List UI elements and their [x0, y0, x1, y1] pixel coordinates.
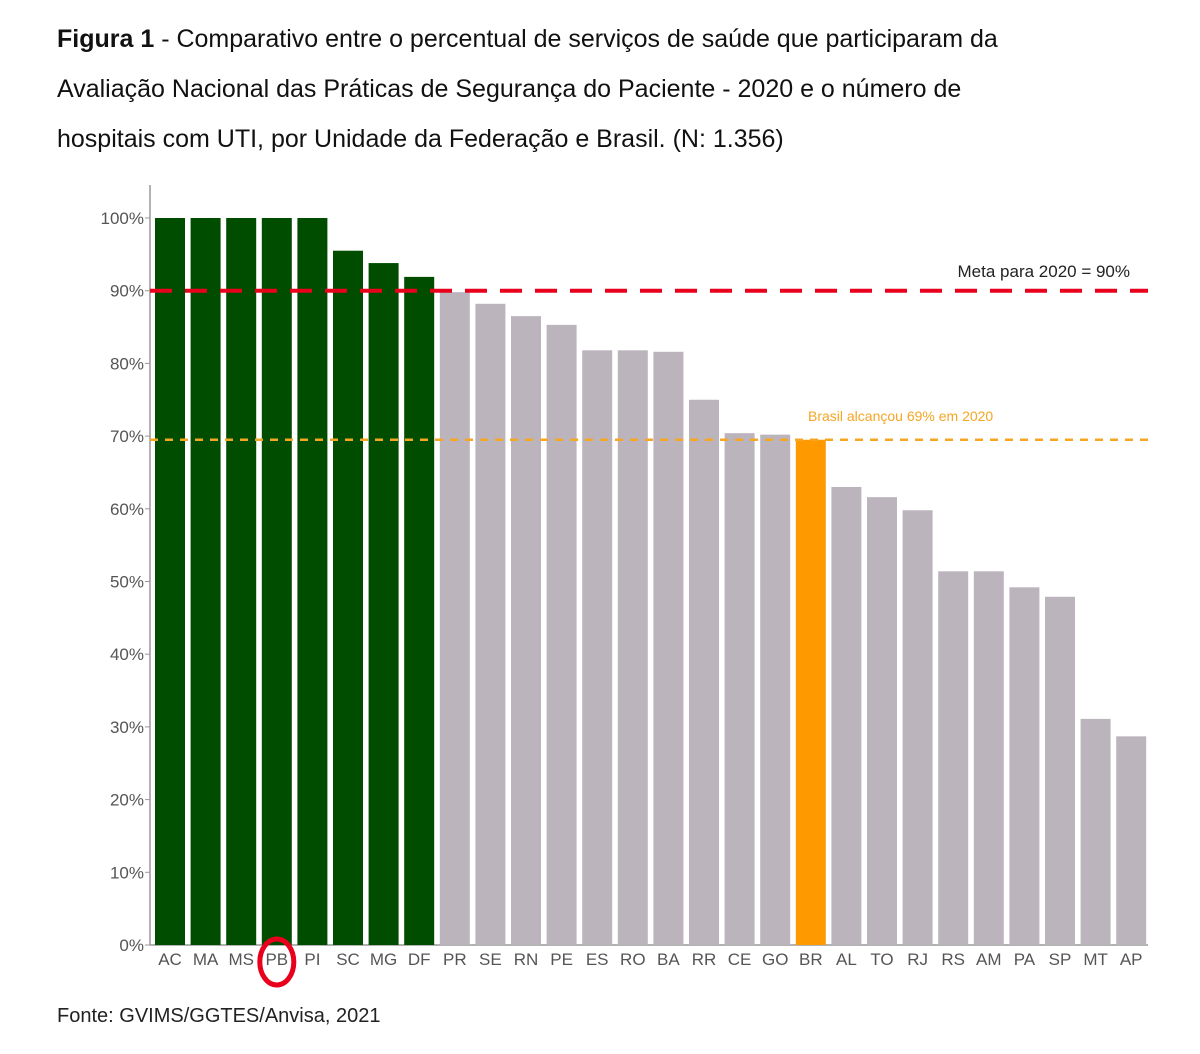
- x-tick-label: BR: [799, 950, 823, 969]
- x-tick-label: GO: [762, 950, 788, 969]
- x-tick-label: PE: [550, 950, 573, 969]
- x-tick-label: PB: [265, 950, 288, 969]
- bar-df: [404, 276, 435, 946]
- bar-pa: [1009, 587, 1040, 945]
- title-line-3: hospitais com UTI, por Unidade da Federa…: [57, 125, 784, 153]
- y-tick-label: 20%: [110, 791, 144, 810]
- bar-rj: [902, 510, 933, 945]
- x-tick-label: SE: [479, 950, 502, 969]
- x-tick-label: AP: [1120, 950, 1143, 969]
- x-tick-label: AC: [158, 950, 182, 969]
- y-tick-label: 70%: [110, 427, 144, 446]
- x-tick-label: AL: [836, 950, 857, 969]
- x-tick-label: MA: [193, 950, 219, 969]
- x-tick-label: CE: [728, 950, 752, 969]
- bar-chart: 0% 10% 20% 30% 40% 50% 60% 70% 80% 90% 100% AC MA MS P…: [101, 185, 1148, 988]
- bar-pe: [546, 324, 577, 945]
- x-tick-label: RJ: [907, 950, 928, 969]
- bar-go: [760, 434, 791, 945]
- bar-ba: [653, 351, 684, 945]
- bar-br: [795, 439, 826, 945]
- x-tick-label: SP: [1049, 950, 1072, 969]
- goal-annotation: Meta para 2020 = 90%: [958, 262, 1130, 281]
- title-line-1: - Comparativo entre o percentual de serv…: [154, 25, 998, 53]
- y-tick-label: 90%: [110, 282, 144, 301]
- x-tick-label: MG: [370, 950, 397, 969]
- y-tick-label: 80%: [110, 354, 144, 373]
- brazil-annotation: Brasil alcançou 69% em 2020: [808, 408, 993, 424]
- bar-rn: [511, 316, 541, 945]
- bar-se: [475, 303, 506, 945]
- y-tick-label: 30%: [110, 718, 144, 737]
- x-tick-label: RN: [514, 950, 539, 969]
- bar-rr: [689, 399, 719, 945]
- y-tick-label: 0%: [119, 936, 144, 955]
- x-tick-label: ES: [586, 950, 609, 969]
- x-tick-label: MS: [228, 950, 254, 969]
- x-tick-label: TO: [870, 950, 893, 969]
- y-tick-label: 10%: [110, 863, 144, 882]
- bar-am: [973, 571, 1004, 945]
- bar-mg: [368, 263, 399, 946]
- bar-ap: [1116, 736, 1147, 945]
- source-note: Fonte: GVIMS/GGTES/Anvisa, 2021: [57, 1005, 381, 1027]
- bar-ms: [226, 218, 257, 945]
- bar-sc: [333, 250, 363, 946]
- x-tick-label: PR: [443, 950, 467, 969]
- x-tick-label: PA: [1014, 950, 1036, 969]
- x-tick-label: SC: [336, 950, 360, 969]
- x-tick-label: RS: [941, 950, 965, 969]
- title-line-2: Avaliação Nacional das Práticas de Segur…: [57, 75, 962, 103]
- highlight-circle: [257, 936, 297, 988]
- bar-pb: [261, 218, 292, 945]
- figure-label: Figura 1: [57, 25, 155, 53]
- bar-rs: [938, 571, 969, 945]
- bar-es: [582, 350, 613, 946]
- y-tick-label: 100%: [101, 209, 144, 228]
- bar-pr: [439, 292, 470, 945]
- bar-ac: [155, 218, 185, 945]
- x-tick-label: AM: [976, 950, 1002, 969]
- x-tick-label: DF: [408, 950, 431, 969]
- x-tick-label: RR: [692, 950, 717, 969]
- x-tick-label: RO: [620, 950, 646, 969]
- y-tick-label: 40%: [110, 645, 144, 664]
- bar-sp: [1045, 596, 1075, 945]
- bar-mt: [1080, 718, 1111, 945]
- y-tick-label: 50%: [110, 573, 144, 592]
- x-tick-label: BA: [657, 950, 680, 969]
- x-tick-label: MT: [1083, 950, 1108, 969]
- x-tick-label: PI: [304, 950, 320, 969]
- bar-ce: [724, 433, 755, 945]
- bar-ma: [190, 218, 221, 945]
- bar-pi: [297, 218, 328, 945]
- bar-al: [831, 486, 862, 945]
- y-tick-label: 60%: [110, 500, 144, 519]
- figure-title: Figura 1 - Comparativo entre o percentua…: [57, 14, 1157, 164]
- bar-to: [867, 497, 897, 945]
- bar-ro: [617, 350, 648, 946]
